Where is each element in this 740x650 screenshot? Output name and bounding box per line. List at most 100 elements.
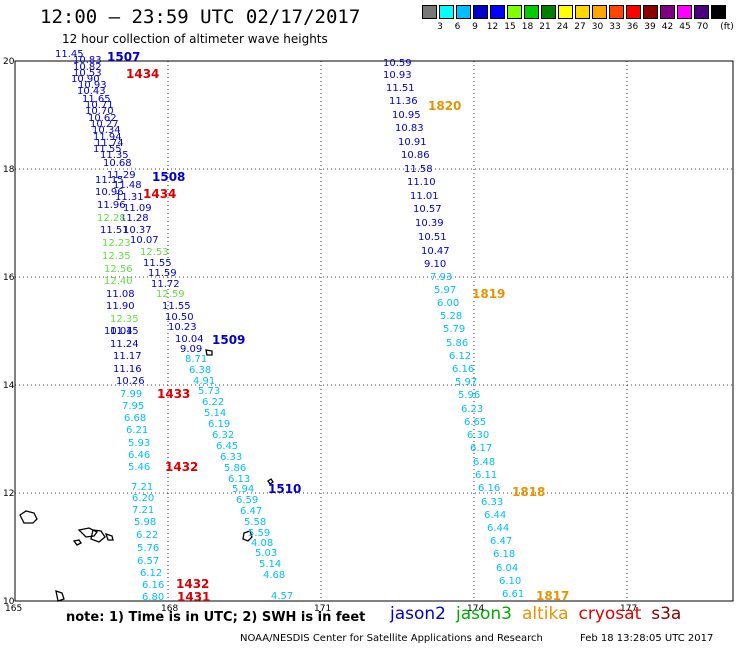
scale-swatch (592, 5, 607, 19)
wave-height-value: 5.14 (204, 408, 226, 419)
scale-swatch (677, 5, 692, 19)
wave-height-value: 9.10 (424, 259, 446, 270)
pass-time-label: 1817 (536, 589, 569, 603)
wave-height-value: 11.29 (107, 170, 136, 181)
wave-height-value: 10.83 (395, 123, 424, 134)
wave-height-value: 10.34 (92, 125, 121, 136)
wave-height-value: 11.48 (113, 180, 142, 191)
wave-height-value: 5.96 (458, 390, 480, 401)
scale-label: 24 (556, 22, 569, 32)
scale-label: 36 (626, 22, 639, 32)
wave-height-value: 10.51 (418, 232, 447, 243)
wave-height-value: 5.14 (259, 559, 281, 570)
legend-entry-jason2: jason2 (390, 604, 446, 624)
wave-height-value: 7.95 (122, 401, 144, 412)
wave-height-value: 11.45 (55, 49, 84, 60)
wave-height-value: 10.83 (73, 55, 102, 66)
wave-height-value: 10.43 (77, 86, 106, 97)
wave-height-value: 5.79 (443, 324, 465, 335)
scale-label: 27 (574, 22, 586, 32)
scale-swatch (694, 5, 709, 19)
wave-height-value: 12.28 (97, 213, 126, 224)
wave-height-value: 11.72 (151, 279, 180, 290)
wave-height-value: 6.16 (452, 364, 474, 375)
wave-height-value: 11.09 (123, 203, 152, 214)
lon-tick-label: 171 (314, 604, 331, 614)
wave-height-value: 10.71 (85, 100, 114, 111)
wave-height-value: 5.86 (446, 338, 468, 349)
wave-height-value: 10.91 (398, 137, 427, 148)
wave-height-value: 6.04 (496, 563, 518, 574)
pass-time-label: 1431 (177, 590, 210, 604)
wave-height-value: 6.22 (136, 530, 158, 541)
scale-swatch (711, 5, 726, 19)
lat-tick-label: 10 (3, 597, 15, 607)
scale-swatch (660, 5, 675, 19)
lat-tick-label: 12 (3, 489, 14, 499)
wave-height-value: 12.40 (104, 276, 133, 287)
wave-height-value: 10.50 (165, 312, 194, 323)
pass-time-label: 1432 (176, 577, 209, 591)
wave-height-value: 6.13 (228, 474, 250, 485)
wave-height-value: 6.20 (132, 493, 154, 504)
wave-height-value: 10.90 (71, 74, 100, 85)
wave-height-value: 10.93 (383, 70, 412, 81)
wave-height-value: 4.08 (251, 538, 273, 549)
scale-swatch (507, 5, 522, 19)
map-frame (14, 60, 734, 602)
island-outlines (19, 349, 274, 602)
wave-height-value: 6.16 (478, 483, 500, 494)
wave-height-value: 10.27 (90, 119, 119, 130)
wave-height-value: 11.28 (120, 213, 149, 224)
wave-height-value: 10.57 (413, 204, 442, 215)
map-grid: 165 168 171 174 177 20 18 16 14 12 10 (3, 57, 733, 614)
page-title: 12:00 – 23:59 UTC 02/17/2017 (40, 6, 361, 28)
island-2 (77, 527, 98, 538)
wave-height-value: 10.26 (116, 376, 145, 387)
wave-height-value: 7.99 (120, 389, 142, 400)
wave-height-value: 6.22 (202, 397, 224, 408)
wave-height-value: 12.59 (156, 289, 185, 300)
lat-tick-label: 16 (3, 273, 15, 283)
wave-height-value: 10.95 (392, 110, 421, 121)
wave-height-value: 10.53 (73, 68, 102, 79)
unit-note: note: 1) Time is in UTC; 2) SWH is in fe… (66, 610, 366, 625)
wave-height-value: 10.62 (88, 113, 117, 124)
wave-height-value: 11.10 (407, 177, 436, 188)
wave-height-value: 6.47 (240, 506, 262, 517)
wave-height-value: 10.47 (421, 246, 450, 257)
wave-height-value: 11.55 (143, 258, 172, 269)
scale-label: 9 (472, 22, 478, 32)
satellite-tracks: 10.5910.9311.5111.3610.9510.8310.9110.86… (55, 49, 524, 603)
wave-height-value: 11.55 (162, 301, 191, 312)
scale-swatch (575, 5, 590, 19)
wave-height-value: 12.53 (140, 247, 169, 258)
wave-height-value: 12.35 (110, 314, 139, 325)
wave-height-value: 10.04 (104, 326, 133, 337)
wave-height-value: 9.09 (180, 344, 202, 355)
scale-swatch (541, 5, 556, 19)
wave-height-value: 10.96 (95, 187, 124, 198)
wave-height-value: 10.23 (168, 322, 197, 333)
wave-height-value: 6.80 (142, 592, 164, 603)
wave-height-value: 6.17 (470, 443, 492, 454)
wave-height-value: 11.15 (95, 175, 124, 186)
pass-time-label: 1433 (157, 387, 190, 401)
lat-tick-label: 20 (3, 57, 15, 67)
wave-height-value: 6.65 (464, 417, 486, 428)
lon-tick-label: 174 (467, 604, 484, 614)
scale-swatch (473, 5, 488, 19)
wave-height-value: 11.01 (410, 191, 439, 202)
wave-height-value: 6.19 (208, 419, 230, 430)
wave-height-value: 5.28 (440, 311, 462, 322)
pass-time-label: 1434 (126, 67, 159, 81)
wave-height-value: 10.86 (401, 150, 430, 161)
wave-height-value: 11.90 (106, 301, 135, 312)
wave-height-value: 12.56 (104, 264, 133, 275)
wave-height-value: 11.58 (404, 164, 433, 175)
scale-label: 12 (486, 22, 499, 32)
wave-height-value: 6.12 (449, 351, 471, 362)
wave-height-value: 6.61 (502, 589, 524, 600)
wave-height-value: 10.37 (123, 225, 152, 236)
